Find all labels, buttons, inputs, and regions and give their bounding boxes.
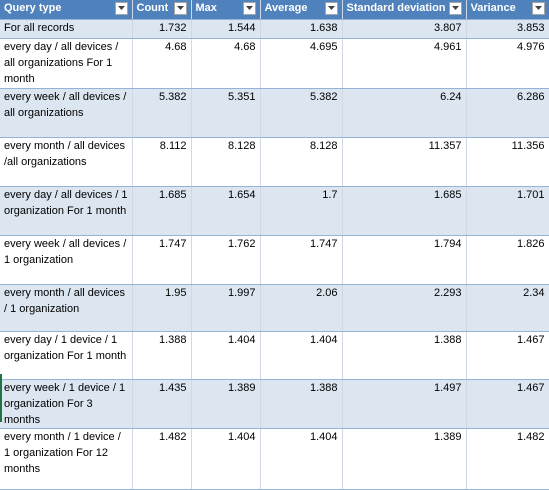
variance-cell[interactable]: 2.34: [466, 284, 549, 332]
count-cell[interactable]: 5.382: [132, 88, 192, 138]
query-type-cell[interactable]: every week / 1 device / 1 organization F…: [0, 379, 133, 429]
max-cell[interactable]: 1.404: [191, 428, 261, 490]
header-label: Count: [136, 2, 169, 14]
std-dev-cell[interactable]: 3.807: [342, 19, 467, 39]
query-type-cell[interactable]: every week / all devices / all organizat…: [0, 88, 133, 138]
table-row: every day / 1 device / 1 organization Fo…: [0, 331, 549, 380]
header-count[interactable]: Count: [132, 0, 192, 20]
header-average[interactable]: Average: [260, 0, 343, 20]
table-row: For all records 1.732 1.544 1.638 3.807 …: [0, 19, 549, 39]
count-cell[interactable]: 1.685: [132, 186, 192, 236]
query-type-cell[interactable]: every month / all devices / 1 organizati…: [0, 284, 133, 332]
average-cell[interactable]: 1.7: [260, 186, 343, 236]
header-label: Query type: [4, 2, 62, 14]
header-row: Query type Count Max Average Standard de…: [0, 0, 549, 20]
variance-cell[interactable]: 1.701: [466, 186, 549, 236]
max-cell[interactable]: 5.351: [191, 88, 261, 138]
max-cell[interactable]: 1.997: [191, 284, 261, 332]
query-type-cell[interactable]: every month / all devices /all organizat…: [0, 137, 133, 187]
average-cell[interactable]: 5.382: [260, 88, 343, 138]
count-cell[interactable]: 1.482: [132, 428, 192, 490]
table-row: every week / all devices / all organizat…: [0, 88, 549, 138]
std-dev-cell[interactable]: 2.293: [342, 284, 467, 332]
query-type-cell[interactable]: every day / 1 device / 1 organization Fo…: [0, 331, 133, 380]
header-label: Standard deviation: [346, 2, 446, 14]
variance-cell[interactable]: 1.467: [466, 331, 549, 380]
count-cell[interactable]: 1.747: [132, 235, 192, 285]
table-row: every month / all devices /all organizat…: [0, 137, 549, 187]
filter-dropdown-icon[interactable]: [173, 1, 187, 15]
count-cell[interactable]: 1.95: [132, 284, 192, 332]
average-cell[interactable]: 1.404: [260, 428, 343, 490]
count-cell[interactable]: 1.388: [132, 331, 192, 380]
query-type-cell[interactable]: every day / all devices / 1 organization…: [0, 186, 133, 236]
table-row: every week / 1 device / 1 organization F…: [0, 379, 549, 429]
count-cell[interactable]: 4.68: [132, 38, 192, 89]
average-cell[interactable]: 1.388: [260, 379, 343, 429]
variance-cell[interactable]: 6.286: [466, 88, 549, 138]
query-type-cell[interactable]: every month / 1 device / 1 organization …: [0, 428, 133, 490]
std-dev-cell[interactable]: 1.685: [342, 186, 467, 236]
count-cell[interactable]: 8.112: [132, 137, 192, 187]
header-max[interactable]: Max: [191, 0, 261, 20]
table-row: every day / all devices / all organizati…: [0, 38, 549, 89]
table-row: every month / 1 device / 1 organization …: [0, 428, 549, 490]
table-row: every month / all devices / 1 organizati…: [0, 284, 549, 332]
max-cell[interactable]: 1.389: [191, 379, 261, 429]
header-label: Max: [195, 2, 217, 14]
variance-cell[interactable]: 1.826: [466, 235, 549, 285]
table-row: every week / all devices / 1 organizatio…: [0, 235, 549, 285]
variance-cell[interactable]: 1.467: [466, 379, 549, 429]
average-cell[interactable]: 1.404: [260, 331, 343, 380]
std-dev-cell[interactable]: 6.24: [342, 88, 467, 138]
max-cell[interactable]: 1.654: [191, 186, 261, 236]
average-cell[interactable]: 2.06: [260, 284, 343, 332]
variance-cell[interactable]: 11.356: [466, 137, 549, 187]
query-type-cell[interactable]: every week / all devices / 1 organizatio…: [0, 235, 133, 285]
variance-cell[interactable]: 3.853: [466, 19, 549, 39]
header-label: Variance: [470, 2, 516, 14]
max-cell[interactable]: 1.544: [191, 19, 261, 39]
max-cell[interactable]: 8.128: [191, 137, 261, 187]
count-cell[interactable]: 1.435: [132, 379, 192, 429]
std-dev-cell[interactable]: 1.389: [342, 428, 467, 490]
filter-dropdown-icon[interactable]: [324, 1, 338, 15]
cell-selection-marker: [0, 374, 2, 422]
header-query-type[interactable]: Query type: [0, 0, 133, 20]
average-cell[interactable]: 4.695: [260, 38, 343, 89]
max-cell[interactable]: 1.762: [191, 235, 261, 285]
header-variance[interactable]: Variance: [466, 0, 549, 20]
header-label: Average: [264, 2, 308, 14]
average-cell[interactable]: 1.747: [260, 235, 343, 285]
table-row: every day / all devices / 1 organization…: [0, 186, 549, 236]
average-cell[interactable]: 8.128: [260, 137, 343, 187]
average-cell[interactable]: 1.638: [260, 19, 343, 39]
max-cell[interactable]: 4.68: [191, 38, 261, 89]
query-type-cell[interactable]: For all records: [0, 19, 133, 39]
std-dev-cell[interactable]: 1.388: [342, 331, 467, 380]
header-standard-deviation[interactable]: Standard deviation: [342, 0, 467, 20]
std-dev-cell[interactable]: 4.961: [342, 38, 467, 89]
std-dev-cell[interactable]: 11.357: [342, 137, 467, 187]
filter-dropdown-icon[interactable]: [448, 1, 462, 15]
filter-dropdown-icon[interactable]: [531, 1, 545, 15]
filter-dropdown-icon[interactable]: [242, 1, 256, 15]
max-cell[interactable]: 1.404: [191, 331, 261, 380]
count-cell[interactable]: 1.732: [132, 19, 192, 39]
std-dev-cell[interactable]: 1.497: [342, 379, 467, 429]
variance-cell[interactable]: 4.976: [466, 38, 549, 89]
std-dev-cell[interactable]: 1.794: [342, 235, 467, 285]
query-type-cell[interactable]: every day / all devices / all organizati…: [0, 38, 133, 89]
variance-cell[interactable]: 1.482: [466, 428, 549, 490]
filter-dropdown-icon[interactable]: [114, 1, 128, 15]
